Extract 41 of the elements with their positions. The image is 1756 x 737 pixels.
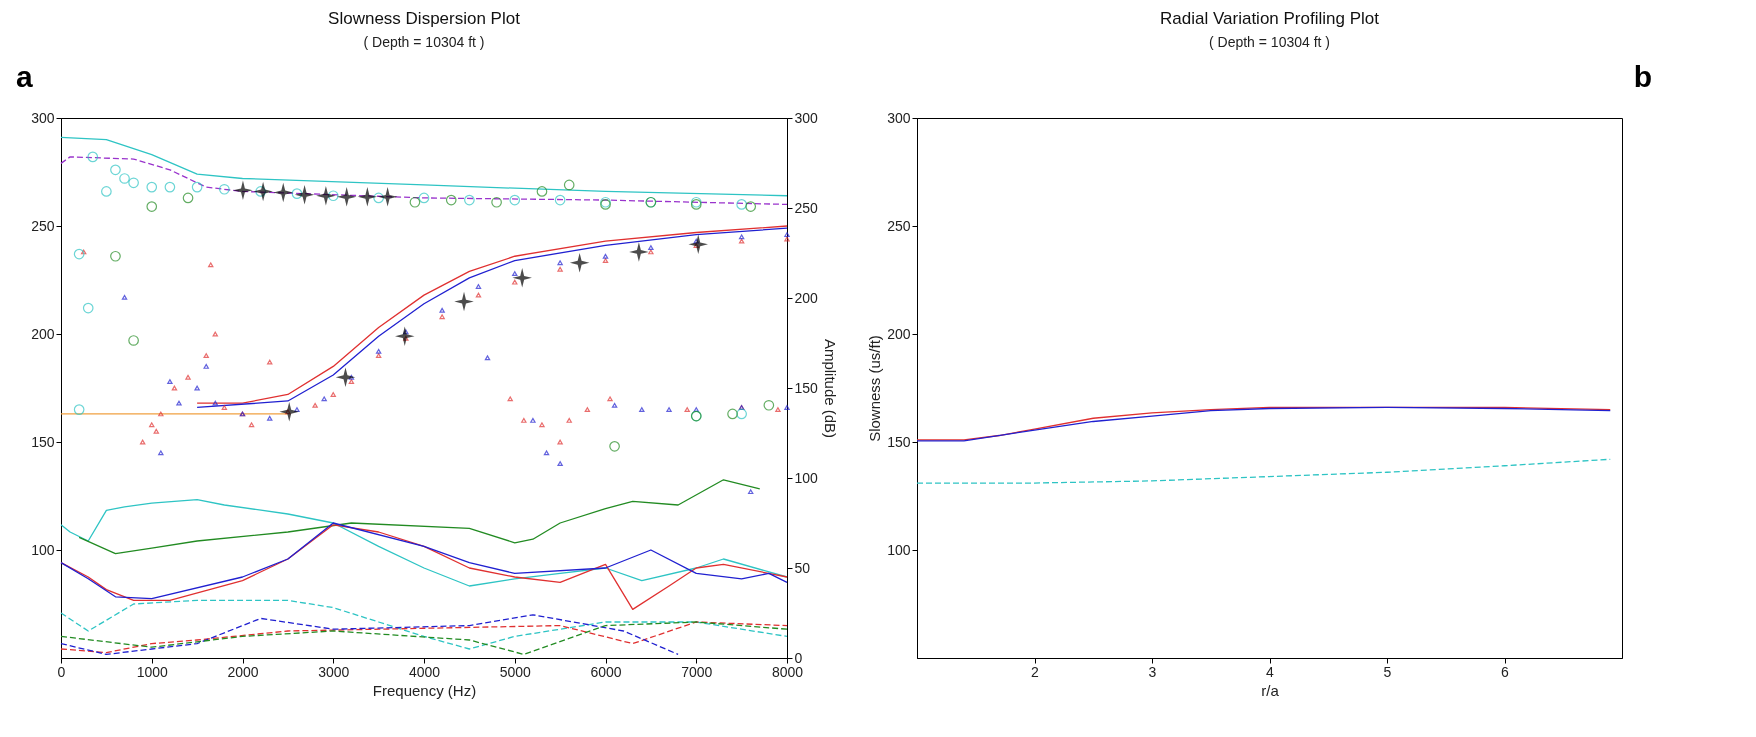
y2-tick-label: 50: [794, 559, 811, 576]
y2-tick-label: 200: [794, 289, 819, 306]
text: b: [1633, 60, 1652, 93]
chart-subtitle: ( Depth = 10304 ft ): [363, 34, 485, 50]
x-tick-label: 3000: [318, 663, 350, 680]
chart-subtitle: ( Depth = 10304 ft ): [1208, 34, 1331, 50]
y-tick-label: 150: [887, 433, 911, 450]
x-axis-title: Frequency (Hz): [372, 681, 477, 699]
y-tick-label: 150: [31, 433, 55, 450]
y-tick-label: 200: [887, 325, 911, 342]
x-tick-label: 7000: [681, 663, 713, 680]
y-axis-title: Slowness (us/ft): [866, 335, 884, 442]
y-tick-label: 300: [887, 109, 911, 126]
x-tick-label: 4000: [408, 663, 441, 680]
y-tick-label: 300: [31, 109, 55, 126]
x-tick-label: 8000: [771, 663, 804, 680]
x-tick-label: 2: [1031, 663, 1040, 680]
y2-tick-label: 250: [794, 199, 819, 216]
y2-axis-title: Amplitude (dB): [821, 338, 839, 439]
x-tick-label: 2000: [227, 663, 259, 680]
x-tick-label: 5: [1383, 663, 1392, 680]
y-tick-label: 100: [887, 541, 911, 558]
y-tick-label: 250: [887, 217, 911, 234]
y2-tick-label: 150: [794, 379, 819, 396]
x-tick-label: 5000: [499, 663, 532, 680]
text: a: [16, 60, 33, 93]
y-tick-label: 200: [31, 325, 55, 342]
x-tick-label: 1000: [136, 663, 169, 680]
x-tick-label: 4: [1266, 663, 1275, 680]
chart-title: Slowness Dispersion Plot: [328, 9, 521, 28]
x-tick-label: 0: [57, 663, 66, 680]
y2-tick-label: 300: [794, 109, 819, 126]
y-tick-label: 100: [31, 541, 55, 558]
x-tick-label: 3: [1148, 663, 1157, 680]
y-tick-label: 250: [31, 217, 55, 234]
y2-tick-label: 100: [794, 469, 819, 486]
x-tick-label: 6000: [590, 663, 622, 680]
chart-title: Radial Variation Profiling Plot: [1160, 9, 1380, 28]
x-tick-label: 6: [1501, 663, 1510, 680]
y2-tick-label: 0: [794, 649, 803, 666]
x-axis-title: r/a: [1261, 681, 1280, 699]
